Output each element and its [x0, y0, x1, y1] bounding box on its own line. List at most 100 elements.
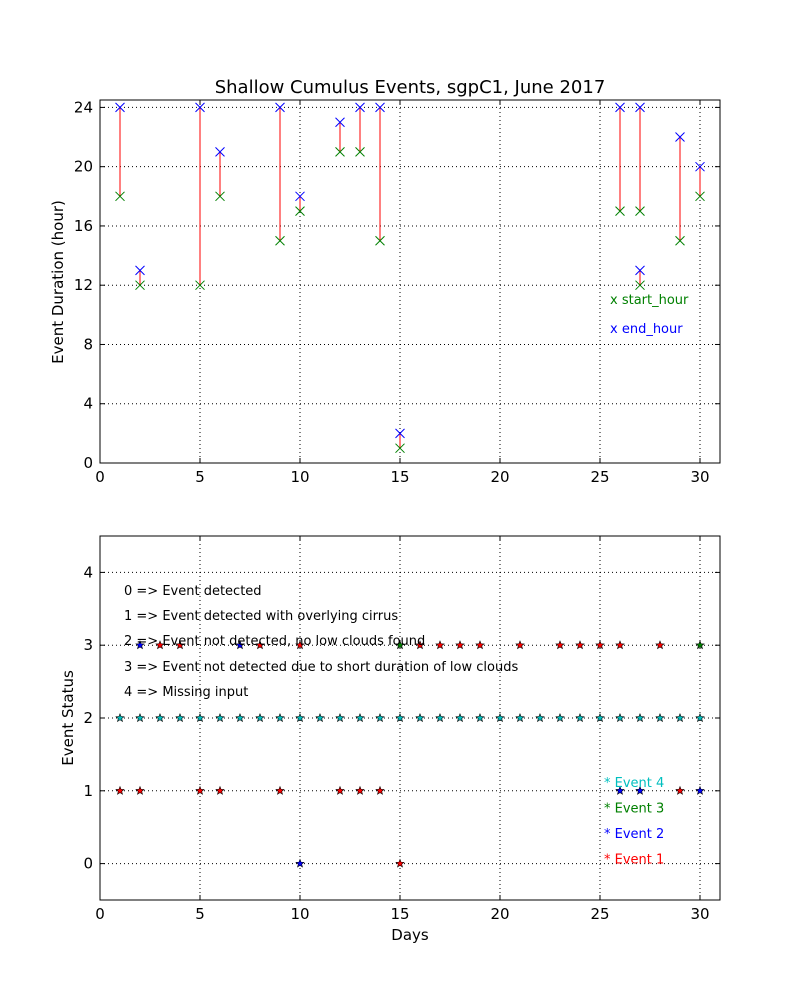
end-hour-point [375, 102, 385, 113]
start-hour-point [275, 235, 285, 246]
start-hour-point [635, 206, 645, 216]
event-1-point [375, 785, 385, 795]
y-tick-label: 24 [74, 98, 93, 116]
x-tick-label: 5 [195, 468, 205, 486]
event-1-point [215, 785, 225, 795]
end-hour-point [635, 102, 645, 113]
annotation-line: 0 => Event detected [124, 584, 262, 599]
start-hour-point [375, 235, 385, 246]
y-tick-label: 0 [83, 855, 93, 873]
event-4-point [535, 712, 545, 723]
status-chart: Event Status Days 0 5 10 15 20 25 30 0 1 2 3 4 0 =>… [59, 535, 721, 944]
x-tick-label: 0 [95, 905, 105, 923]
end-hour-point [335, 117, 345, 128]
end-hour-point [275, 102, 285, 113]
x-tick-label: 30 [690, 468, 709, 486]
event-1-point [295, 640, 305, 650]
event-4-point [615, 712, 625, 723]
event-1-point [575, 640, 585, 650]
event-4-point [255, 712, 265, 723]
end-hour-point [635, 265, 645, 276]
event-4-point [195, 712, 205, 723]
event-4-point [235, 712, 245, 723]
axes-frame [99, 99, 721, 464]
start-hour-point [215, 191, 225, 202]
event-2-point [695, 785, 705, 795]
x-tick-label: 5 [195, 905, 205, 923]
plot-area [115, 102, 705, 454]
event-4-point [415, 712, 425, 723]
event-1-point [195, 785, 205, 795]
event-4-point [375, 712, 385, 723]
end-hour-point [695, 161, 705, 172]
start-hour-point [295, 206, 305, 216]
event-4-point [595, 712, 605, 723]
x-tick-label: 25 [590, 905, 609, 923]
legend-entry: * Event 4 [604, 776, 664, 791]
event-4-point [555, 712, 565, 723]
y-axis-label: Event Duration (hour) [49, 200, 67, 364]
start-hour-point [635, 280, 645, 291]
start-hour-point [135, 280, 145, 291]
event-1-point [395, 858, 405, 868]
legend-entry: x end_hour [610, 322, 683, 337]
x-tick-label: 20 [490, 468, 509, 486]
event-1-point [155, 640, 165, 650]
y-tick-label: 1 [83, 782, 93, 800]
x-tick-label: 25 [590, 468, 609, 486]
event-1-point [355, 785, 365, 795]
event-3-point [695, 640, 705, 650]
y-tick-label: 8 [83, 335, 93, 353]
event-4-point [135, 712, 145, 723]
y-tick-label: 0 [83, 454, 93, 472]
y-tick-label: 20 [74, 158, 93, 176]
event-4-point [695, 712, 705, 723]
event-4-point [295, 712, 305, 723]
x-tick-label: 0 [95, 468, 105, 486]
y-tick-label: 3 [83, 636, 93, 654]
y-tick-label: 12 [74, 276, 93, 294]
duration-chart: Shallow Cumulus Events, sgpC1, June 2017… [49, 77, 721, 486]
event-1-point [115, 785, 125, 795]
event-4-point [315, 712, 325, 723]
end-hour-point [115, 102, 125, 113]
end-hour-point [215, 147, 225, 157]
event-4-point [475, 712, 485, 723]
end-hour-point [395, 428, 405, 439]
event-1-point [335, 785, 345, 795]
x-tick-label: 20 [490, 905, 509, 923]
event-4-point [455, 712, 465, 723]
ticks: 0 5 10 15 20 25 30 0 4 8 12 16 20 24 [74, 98, 720, 486]
start-hour-point [615, 206, 625, 216]
end-hour-point [355, 102, 365, 113]
event-4-point [355, 712, 365, 723]
event-4-point [275, 712, 285, 723]
start-hour-point [195, 280, 205, 291]
start-hour-point [335, 147, 345, 157]
event-2-point [235, 640, 245, 650]
event-2-point [295, 858, 305, 868]
event-4-point [675, 712, 685, 723]
x-tick-label: 10 [290, 468, 309, 486]
annotation-line: 1 => Event detected with overlying cirru… [124, 609, 398, 624]
event-3-point [395, 640, 405, 650]
end-hour-point [195, 102, 205, 113]
event-1-point [475, 640, 485, 650]
event-1-point [615, 640, 625, 650]
event-4-point [575, 712, 585, 723]
start-hour-point [355, 147, 365, 157]
event-4-point [635, 712, 645, 723]
x-tick-label: 15 [390, 905, 409, 923]
x-tick-label: 30 [690, 905, 709, 923]
event-2-point [135, 640, 145, 650]
end-hour-point [135, 265, 145, 276]
event-4-point [115, 712, 125, 723]
legend-entry: * Event 1 [604, 853, 664, 868]
legend: * Event 4 * Event 3 * Event 2 * Event 1 [604, 776, 664, 868]
end-hour-point [615, 102, 625, 113]
event-1-point [255, 640, 265, 650]
event-1-point [415, 640, 425, 650]
status-annotations: 0 => Event detected 1 => Event detected … [124, 584, 518, 700]
event-1-point [175, 640, 185, 650]
